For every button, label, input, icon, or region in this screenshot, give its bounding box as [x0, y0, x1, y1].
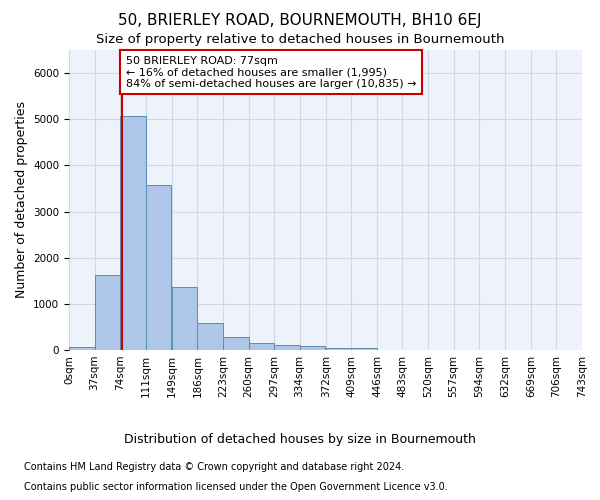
- Bar: [146, 185, 171, 350]
- Text: Contains HM Land Registry data © Crown copyright and database right 2024.: Contains HM Land Registry data © Crown c…: [24, 462, 404, 472]
- Bar: [352, 348, 377, 350]
- Bar: [95, 275, 120, 350]
- Bar: [172, 286, 197, 350]
- Bar: [299, 346, 325, 350]
- Text: Contains public sector information licensed under the Open Government Licence v3: Contains public sector information licen…: [24, 482, 448, 492]
- Bar: [248, 344, 274, 350]
- Bar: [197, 324, 223, 350]
- Bar: [120, 116, 146, 350]
- Bar: [223, 337, 248, 350]
- Text: Distribution of detached houses by size in Bournemouth: Distribution of detached houses by size …: [124, 432, 476, 446]
- Bar: [69, 346, 95, 350]
- Bar: [274, 344, 299, 350]
- Bar: [326, 348, 352, 350]
- Text: 50 BRIERLEY ROAD: 77sqm
← 16% of detached houses are smaller (1,995)
84% of semi: 50 BRIERLEY ROAD: 77sqm ← 16% of detache…: [125, 56, 416, 88]
- Text: Size of property relative to detached houses in Bournemouth: Size of property relative to detached ho…: [96, 32, 504, 46]
- Text: 50, BRIERLEY ROAD, BOURNEMOUTH, BH10 6EJ: 50, BRIERLEY ROAD, BOURNEMOUTH, BH10 6EJ: [118, 12, 482, 28]
- Y-axis label: Number of detached properties: Number of detached properties: [14, 102, 28, 298]
